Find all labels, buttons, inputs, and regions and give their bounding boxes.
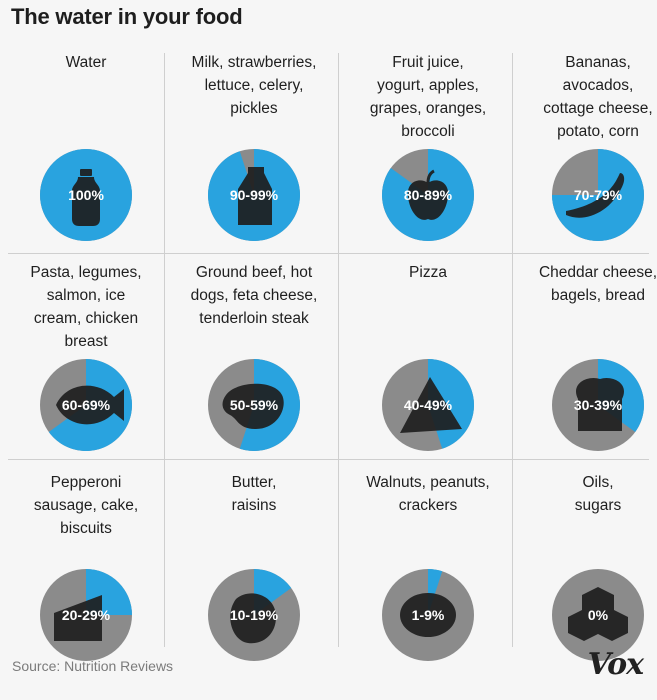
food-category: Fruit juice, yogurt, apples, grapes, ora… [342, 41, 514, 244]
category-label: Pasta, legumes, salmon, ice cream, chick… [30, 264, 142, 350]
food-category: Pepperoni sausage, cake, biscuits 20-29% [0, 461, 172, 664]
fish-icon [56, 385, 124, 425]
source-note: Source: Nutrition Reviews [12, 658, 174, 674]
percent-label: 60-69% [62, 397, 111, 413]
steak-icon [222, 383, 284, 429]
grid-divider [338, 53, 339, 647]
water-pie: 30-39% [552, 359, 644, 451]
food-category: Water 100% [0, 41, 172, 244]
category-label: Bananas, avocados, cottage cheese, potat… [543, 54, 653, 140]
food-category: Bananas, avocados, cottage cheese, potat… [512, 41, 657, 244]
category-label: Butter, raisins [231, 474, 277, 514]
cake-slice-icon [54, 595, 102, 641]
grid-divider [8, 253, 649, 254]
food-category: Butter, raisins 10-19% [168, 461, 340, 664]
category-label: Pizza [409, 264, 447, 281]
category-label: Walnuts, peanuts, crackers [366, 474, 490, 514]
food-category: Cheddar cheese, bagels, bread 30-39% [512, 251, 657, 454]
percent-label: 10-19% [230, 607, 279, 623]
food-category: Pasta, legumes, salmon, ice cream, chick… [0, 251, 172, 454]
food-category: Walnuts, peanuts, crackers 1-9% [342, 461, 514, 664]
pizza-slice-icon [400, 377, 462, 433]
sugar-cubes-icon [568, 587, 628, 641]
bread-slice-icon [576, 377, 624, 431]
water-pie: 60-69% [40, 359, 132, 451]
percent-label: 1-9% [412, 607, 445, 623]
category-label: Pepperoni sausage, cake, biscuits [33, 474, 139, 537]
food-category: Pizza 40-49% [342, 251, 514, 454]
water-pie: 20-29% [40, 569, 132, 661]
grid-divider [512, 53, 513, 647]
water-pie: 0% [552, 569, 644, 661]
raisin-icon [230, 593, 276, 644]
percent-label: 70-79% [574, 187, 623, 203]
percent-label: 30-39% [574, 397, 623, 413]
percent-label: 0% [588, 607, 609, 623]
banana-icon [566, 173, 625, 218]
percent-label: 20-29% [62, 607, 111, 623]
percent-label: 50-59% [230, 397, 279, 413]
apple-icon [407, 169, 449, 220]
category-label: Water [65, 54, 107, 71]
grid-divider [8, 459, 649, 460]
category-label: Fruit juice, yogurt, apples, grapes, ora… [369, 54, 487, 140]
category-label: Milk, strawberries, lettuce, celery, pic… [191, 54, 317, 117]
category-label: Ground beef, hot dogs, feta cheese, tend… [190, 264, 318, 327]
water-pie: 1-9% [382, 569, 474, 661]
water-bottle-icon [72, 169, 100, 226]
food-category: Milk, strawberries, lettuce, celery, pic… [168, 41, 340, 244]
percent-label: 80-89% [404, 187, 453, 203]
water-slice [552, 149, 644, 241]
water-pie: 100% [40, 149, 132, 241]
category-label: Cheddar cheese, bagels, bread [538, 264, 657, 304]
water-pie: 70-79% [552, 149, 644, 241]
chart-title: The water in your food [11, 4, 243, 29]
milk-carton-icon [238, 167, 272, 225]
percent-label: 90-99% [230, 187, 279, 203]
vox-logo: Vox [587, 647, 644, 682]
food-category: Ground beef, hot dogs, feta cheese, tend… [168, 251, 340, 454]
walnut-icon [400, 593, 456, 637]
food-category: Oils, sugars 0% [512, 461, 657, 664]
grid-divider [164, 53, 165, 647]
water-pie: 90-99% [208, 149, 300, 241]
water-pie: 40-49% [382, 359, 474, 451]
water-pie: 10-19% [208, 569, 300, 661]
pie-grid: Water 100% Milk, strawberries, lettuce, ce… [0, 41, 657, 661]
water-pie: 80-89% [382, 149, 474, 241]
percent-label: 100% [68, 187, 104, 203]
category-label: Oils, sugars [574, 474, 622, 514]
water-pie: 50-59% [208, 359, 300, 451]
percent-label: 40-49% [404, 397, 453, 413]
